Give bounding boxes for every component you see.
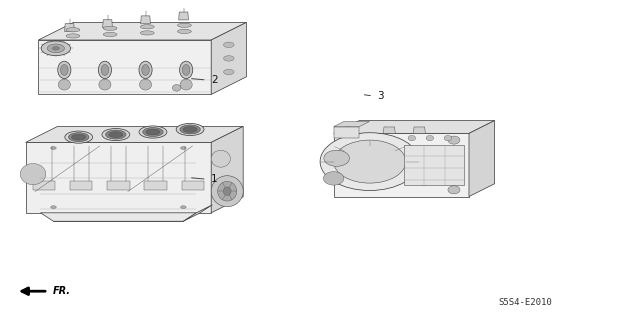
Polygon shape — [38, 22, 246, 40]
Ellipse shape — [66, 28, 80, 32]
Ellipse shape — [333, 140, 406, 183]
Ellipse shape — [223, 42, 234, 48]
Polygon shape — [33, 181, 55, 190]
Ellipse shape — [180, 61, 193, 79]
Polygon shape — [333, 121, 495, 133]
Polygon shape — [413, 127, 426, 133]
Ellipse shape — [172, 84, 181, 91]
Polygon shape — [26, 142, 211, 213]
Polygon shape — [404, 145, 465, 185]
Polygon shape — [102, 20, 113, 28]
Ellipse shape — [211, 176, 243, 207]
Ellipse shape — [323, 172, 344, 185]
Ellipse shape — [448, 186, 460, 194]
Polygon shape — [333, 122, 369, 127]
Text: FR.: FR. — [52, 286, 70, 296]
Ellipse shape — [143, 128, 163, 137]
Ellipse shape — [65, 131, 93, 143]
Ellipse shape — [66, 34, 80, 38]
Ellipse shape — [448, 136, 460, 144]
Ellipse shape — [182, 65, 190, 76]
Ellipse shape — [320, 133, 419, 190]
Ellipse shape — [141, 65, 149, 76]
Ellipse shape — [68, 133, 89, 142]
Ellipse shape — [20, 164, 46, 185]
Ellipse shape — [58, 79, 70, 90]
Ellipse shape — [47, 44, 65, 53]
Polygon shape — [65, 24, 74, 32]
Ellipse shape — [180, 147, 186, 149]
Ellipse shape — [324, 150, 349, 166]
Text: 2: 2 — [211, 75, 218, 85]
Ellipse shape — [223, 69, 234, 75]
Polygon shape — [182, 181, 204, 190]
Ellipse shape — [140, 79, 152, 90]
Ellipse shape — [103, 26, 117, 30]
Polygon shape — [141, 16, 150, 24]
Ellipse shape — [176, 124, 204, 136]
Polygon shape — [38, 40, 211, 94]
Ellipse shape — [426, 135, 434, 141]
Ellipse shape — [177, 23, 191, 28]
Ellipse shape — [223, 187, 231, 196]
Ellipse shape — [218, 181, 237, 201]
Polygon shape — [469, 121, 495, 196]
Polygon shape — [145, 181, 166, 190]
Text: 1: 1 — [211, 174, 218, 184]
Polygon shape — [183, 205, 212, 221]
Polygon shape — [211, 126, 243, 213]
Ellipse shape — [140, 25, 154, 29]
Polygon shape — [333, 133, 469, 196]
Ellipse shape — [101, 65, 109, 76]
Ellipse shape — [102, 129, 130, 141]
Polygon shape — [40, 213, 196, 221]
Ellipse shape — [180, 206, 186, 209]
Ellipse shape — [51, 206, 56, 209]
Ellipse shape — [177, 29, 191, 34]
Text: S5S4-E2010: S5S4-E2010 — [498, 298, 552, 307]
Ellipse shape — [140, 31, 154, 35]
Ellipse shape — [139, 61, 152, 79]
Ellipse shape — [106, 130, 126, 139]
Ellipse shape — [41, 41, 70, 56]
Polygon shape — [70, 181, 92, 190]
Ellipse shape — [109, 132, 123, 138]
Polygon shape — [383, 127, 396, 133]
Ellipse shape — [58, 61, 71, 79]
Text: 3: 3 — [378, 91, 384, 101]
Ellipse shape — [223, 56, 234, 61]
Ellipse shape — [180, 125, 200, 134]
Ellipse shape — [180, 79, 192, 90]
Polygon shape — [26, 126, 243, 142]
Ellipse shape — [211, 150, 230, 167]
Ellipse shape — [139, 126, 167, 138]
Ellipse shape — [444, 135, 452, 141]
Ellipse shape — [99, 61, 111, 79]
Ellipse shape — [52, 47, 60, 50]
Ellipse shape — [61, 65, 68, 76]
Ellipse shape — [72, 134, 86, 140]
Ellipse shape — [103, 32, 117, 36]
Ellipse shape — [408, 135, 415, 141]
Ellipse shape — [146, 129, 160, 135]
Ellipse shape — [183, 127, 197, 132]
Polygon shape — [179, 12, 188, 20]
Ellipse shape — [99, 79, 111, 90]
Polygon shape — [211, 22, 246, 94]
Polygon shape — [108, 181, 129, 190]
Polygon shape — [333, 127, 359, 138]
Ellipse shape — [51, 147, 56, 149]
